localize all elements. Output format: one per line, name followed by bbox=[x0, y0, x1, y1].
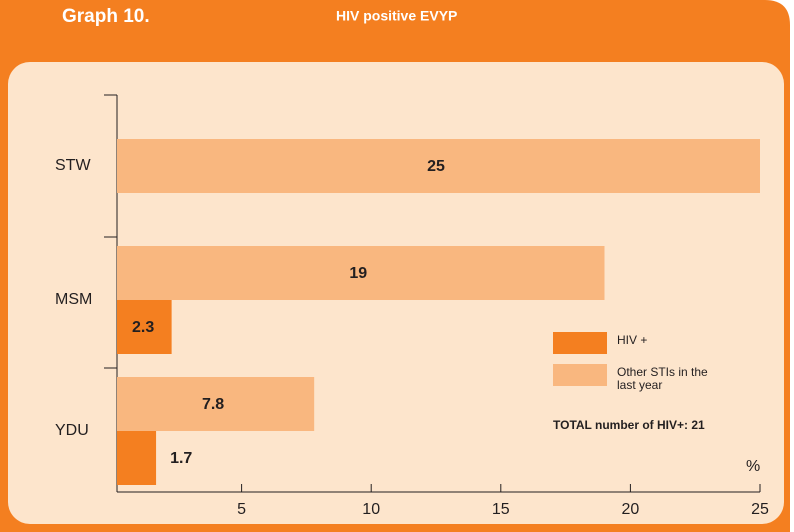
value-label: 7.8 bbox=[202, 396, 224, 413]
chart-subtitle: HIV positive EVYP bbox=[336, 8, 457, 24]
x-tick-label: 15 bbox=[492, 501, 510, 518]
value-label: 19 bbox=[349, 265, 367, 282]
value-label: 2.3 bbox=[132, 319, 154, 336]
bar bbox=[117, 139, 760, 193]
legend-item: Other STIs in the last year bbox=[553, 364, 717, 392]
chart-title: Graph 10. bbox=[62, 6, 150, 27]
x-tick-label: 25 bbox=[751, 501, 769, 518]
bar bbox=[117, 300, 172, 354]
bar bbox=[117, 246, 605, 300]
bar bbox=[117, 431, 157, 485]
x-tick-label: 20 bbox=[622, 501, 640, 518]
y-tick-label: MSM bbox=[55, 291, 92, 308]
bar bbox=[117, 377, 315, 431]
legend-label: Other STIs in the last year bbox=[617, 365, 708, 392]
x-tick-label: 10 bbox=[362, 501, 380, 518]
annotation: TOTAL number of HIV+: 21 bbox=[553, 418, 705, 432]
value-label: 1.7 bbox=[170, 450, 192, 467]
x-axis-label: % bbox=[746, 458, 760, 475]
y-tick-label: STW bbox=[55, 157, 91, 174]
legend-item: HIV + bbox=[553, 332, 717, 354]
x-tick-label: 5 bbox=[237, 501, 246, 518]
legend-swatch bbox=[553, 364, 607, 386]
legend: HIV + Other STIs in the last year bbox=[553, 332, 717, 402]
y-tick-label: YDU bbox=[55, 422, 89, 439]
legend-label: HIV + bbox=[617, 333, 648, 347]
legend-swatch bbox=[553, 332, 607, 354]
value-label: 25 bbox=[427, 158, 445, 175]
